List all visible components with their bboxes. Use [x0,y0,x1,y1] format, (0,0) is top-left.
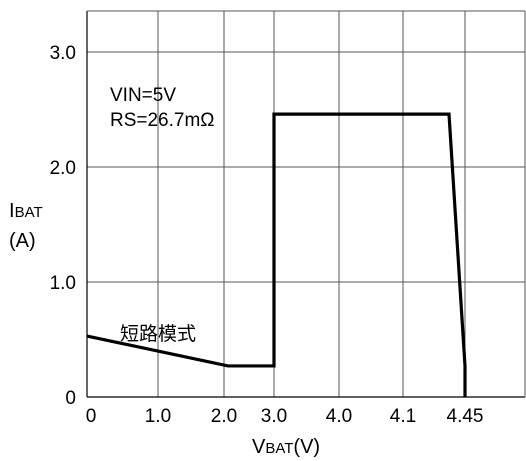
series-layer [86,112,467,397]
y-tick-label: 0 [65,388,76,409]
x-tick-label: 4.0 [326,406,352,427]
x-tick-label: 4.45 [447,406,484,427]
y-tick-label: 3.0 [50,43,76,64]
y-tick-label: 1.0 [50,273,76,294]
x-axis-label: VBAT(V) [252,436,320,458]
x-tick-label: 2.0 [211,406,237,427]
x-tick-label: 3.0 [261,406,287,427]
series-line-ibat [86,112,467,397]
plot-frame [86,10,526,398]
y-axis-unit: (A) [9,230,36,252]
x-axis-label-unit: (V) [293,436,320,458]
y-tick-label: 2.0 [50,158,76,179]
y-axis-label: IBAT [9,200,43,222]
x-axis-label-main: V [252,436,266,458]
annotation-rs: RS=26.7mΩ [110,110,215,131]
annotation-short-mode: 短路模式 [120,323,196,345]
y-axis-label-sub: BAT [15,204,43,221]
annotation-vin: VIN=5V [110,85,176,106]
x-tick-label: 0 [86,406,97,427]
y-axis-label-main: I [9,200,15,222]
ticks-layer: 0 1.0 2.0 3.0 4.0 4.1 4.45 0 1.0 2.0 3.0 [50,43,484,427]
x-tick-label: 4.1 [390,406,416,427]
grid [87,11,525,397]
x-axis-label-sub: BAT [265,440,293,457]
x-tick-label: 1.0 [145,406,171,427]
